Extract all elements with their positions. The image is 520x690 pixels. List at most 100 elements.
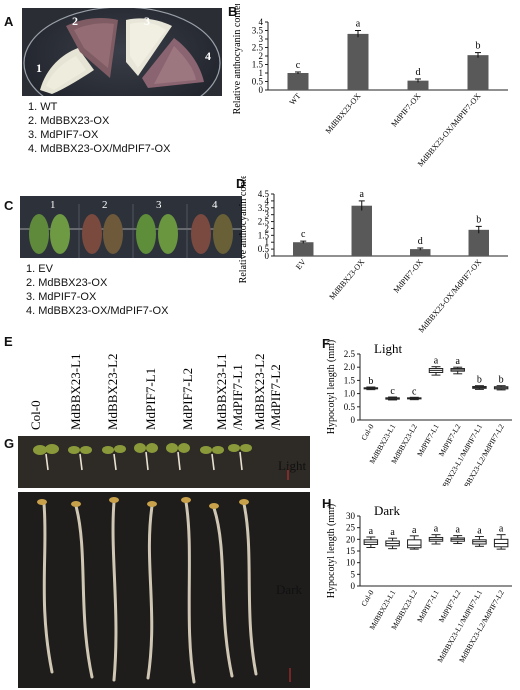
y-tick-label: 2.5	[258, 217, 270, 227]
x-tick-label: WT	[288, 91, 303, 106]
seedlings-light-photo	[18, 436, 310, 488]
legend-item: 4. MdBBX23-OX/MdPIF7-OX	[28, 143, 171, 155]
y-tick-label: 3	[265, 210, 270, 220]
y-tick-label: 2	[265, 223, 270, 233]
legend-item: 3. MdPIF7-OX	[26, 291, 97, 303]
y-tick-label: 1.0	[344, 389, 356, 399]
column-number: 1	[50, 199, 56, 211]
chart-title: Dark	[374, 503, 400, 518]
anthocyanin-bar-chart-d: 00.511.522.533.544.5 Relative anthocyanin…	[238, 176, 508, 334]
y-tick-label: 1	[259, 68, 264, 78]
column-number: 3	[156, 199, 162, 211]
significance-letter: a	[434, 524, 439, 535]
calli-petri-dish-photo: 1 2 3 4	[22, 8, 222, 96]
bar	[468, 229, 489, 256]
bar	[407, 80, 429, 90]
legend-item: 1. EV	[26, 263, 53, 275]
condition-label-dark: Dark	[276, 582, 302, 597]
panel-label-c: C	[4, 198, 14, 213]
significance-letter: a	[455, 525, 460, 536]
legend-item: 1. WT	[28, 101, 58, 113]
genotype-label: Col-0	[28, 400, 43, 430]
y-tick-label: 2	[259, 51, 264, 61]
significance-letter: b	[368, 376, 373, 387]
bar	[351, 205, 372, 256]
genotype-labels: Col-0 MdBBX23-L1 MdBBX23-L2 MdPIF7-L1 Md…	[28, 353, 283, 430]
y-tick-label: 30	[346, 511, 356, 521]
bar	[467, 55, 489, 90]
x-tick-label: MdBBX23-OX/MdPIF7-OX	[417, 257, 484, 334]
column-number: 4	[212, 199, 218, 211]
chart-title: Light	[374, 341, 403, 356]
significance-letter: a	[360, 189, 365, 200]
genotype-label: MdBBX23-L1	[68, 353, 83, 430]
x-tick-label: MdBBX23-OX/MdPIF7-OX	[416, 91, 483, 168]
sector-number: 4	[205, 49, 211, 63]
significance-letter: a	[477, 526, 482, 537]
y-tick-label: 0.5	[258, 244, 270, 254]
significance-letter: c	[412, 386, 417, 397]
anthocyanin-bar-chart-b: 00.511.522.533.54 Relative anthocyanin co…	[232, 4, 508, 168]
x-tick-label: MdBBX23-OX	[324, 91, 363, 135]
bar	[287, 73, 309, 90]
box	[407, 539, 422, 549]
genotype-label: MdBBX23-L2	[252, 353, 267, 430]
y-tick-label: 1.5	[252, 60, 264, 70]
y-tick-label: 3	[259, 34, 264, 44]
y-tick-label: 20	[346, 534, 356, 544]
significance-letter: b	[477, 375, 482, 386]
panel-label-e: E	[4, 334, 13, 349]
legend-item: 2. MdBBX23-OX	[28, 115, 110, 127]
significance-letter: a	[455, 356, 460, 367]
x-tick-label: EV	[294, 257, 308, 271]
bar	[347, 33, 369, 90]
y-axis-label: Relative anthocyanin content	[232, 4, 243, 114]
leaves-photo: 1 2 3 4	[20, 196, 242, 258]
y-axis-label: Hypocotyl length (mm)	[326, 340, 337, 434]
y-tick-label: 2.5	[252, 43, 264, 53]
y-tick-label: 0	[265, 251, 270, 261]
significance-letter: a	[390, 527, 395, 538]
panel-label-h: H	[322, 496, 332, 511]
panel-label-f: F	[322, 336, 330, 351]
x-tick-label: MdPIF7-OX	[392, 257, 425, 294]
legend-c: 1. EV 2. MdBBX23-OX 3. MdPIF7-OX 4. MdBB…	[26, 262, 168, 318]
significance-letter: b	[499, 375, 504, 386]
y-tick-label: 1.5	[258, 230, 270, 240]
column-number: 2	[102, 199, 108, 211]
seedlings-dark-photo	[18, 492, 310, 688]
panel-label-d: D	[236, 176, 246, 191]
y-tick-label: 0.5	[252, 77, 264, 87]
y-tick-label: 4	[265, 196, 270, 206]
y-tick-label: 25	[346, 523, 356, 533]
significance-letter: a	[356, 19, 361, 30]
y-tick-label: 4.5	[258, 189, 270, 199]
y-tick-label: 2.0	[344, 362, 356, 372]
y-tick-label: 2.5	[344, 349, 356, 359]
significance-letter: c	[296, 60, 301, 71]
hypocotyl-box-chart-light: 0 0.5 1.0 1.5 2.0 2.5 Hypocotyl length (mm) Lig…	[326, 340, 512, 486]
significance-letter: a	[434, 356, 439, 367]
significance-letter: b	[476, 41, 481, 52]
y-tick-label: 0	[351, 415, 356, 425]
genotype-label: MdPIF7-L2	[180, 368, 195, 430]
y-tick-label: 15	[346, 546, 356, 556]
panel-label-b: B	[228, 4, 238, 19]
y-tick-label: 1.5	[344, 375, 356, 385]
y-tick-label: 4	[259, 17, 264, 27]
genotype-label: MdPIF7-L1	[143, 368, 158, 430]
legend-item: 4. MdBBX23-OX/MdPIF7-OX	[26, 305, 169, 317]
x-tick-label: Col-0	[359, 422, 375, 442]
y-tick-label: 0	[351, 581, 356, 591]
legend-item: 3. MdPIF7-OX	[28, 129, 99, 141]
x-tick-label: Col-0	[359, 588, 375, 608]
y-tick-label: 3.5	[252, 26, 264, 36]
legend-item: 2. MdBBX23-OX	[26, 277, 108, 289]
genotype-label: MdBBX23-L1	[214, 353, 229, 430]
y-tick-label: 5	[351, 569, 356, 579]
y-tick-label: 0	[259, 85, 264, 95]
y-tick-label: 10	[346, 558, 356, 568]
y-tick-label: 1	[265, 237, 270, 247]
significance-letter: d	[418, 236, 423, 247]
x-tick-label: MdBBX23-OX	[327, 257, 366, 301]
